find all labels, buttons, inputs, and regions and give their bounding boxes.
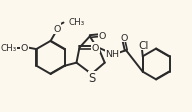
Text: O: O	[99, 32, 106, 40]
Text: NH: NH	[105, 50, 119, 59]
Text: S: S	[89, 72, 96, 84]
Text: O: O	[92, 44, 99, 53]
Text: O: O	[53, 25, 60, 34]
Text: O: O	[120, 33, 127, 42]
Text: O: O	[21, 44, 28, 53]
Text: CH₃: CH₃	[1, 44, 17, 53]
Text: Cl: Cl	[138, 40, 149, 50]
Text: CH₃: CH₃	[69, 18, 85, 27]
